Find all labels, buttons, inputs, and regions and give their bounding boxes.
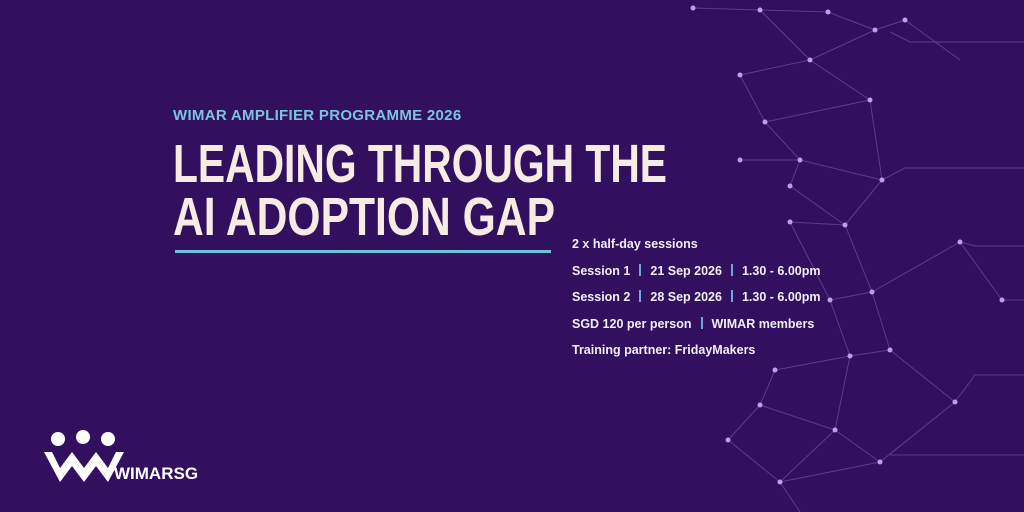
- detail-row: Session 1 21 Sep 2026 1.30 - 6.00pm: [572, 262, 820, 289]
- detail-item: 1.30 - 6.00pm: [741, 290, 821, 304]
- detail-item: 28 Sep 2026: [650, 290, 722, 304]
- detail-item: Session 1: [572, 263, 631, 278]
- detail-item: SGD 120 per person: [572, 316, 692, 331]
- detail-row: Training partner: FridayMakers: [572, 341, 820, 368]
- detail-row: 2 x half-day sessions: [572, 235, 820, 262]
- separator: [730, 290, 733, 302]
- detail-item: Session 2: [572, 290, 631, 304]
- detail-row: SGD 120 per person WIMAR members: [572, 315, 820, 342]
- detail-item: WIMAR members: [711, 316, 815, 331]
- detail-item: Training partner: FridayMakers: [572, 343, 756, 357]
- logo-text: WIMARSG: [114, 464, 199, 483]
- logo-icon: [44, 430, 124, 482]
- separator: [730, 263, 733, 276]
- kicker: WIMAR AMPLIFIER PROGRAMME 2026: [173, 107, 462, 124]
- details: 2 x half-day sessions Session 1 21 Sep 202…: [572, 235, 820, 368]
- title-underline: [175, 250, 551, 253]
- separator: [639, 263, 642, 276]
- title: LEADING THROUGH THE AI ADOPTION GAP: [173, 134, 667, 247]
- separator: [700, 316, 703, 329]
- detail-item: 21 Sep 2026: [650, 263, 722, 278]
- detail-item: 2 x half-day sessions: [572, 237, 698, 251]
- separator: [639, 290, 642, 302]
- title-line: AI ADOPTION GAP: [173, 187, 555, 247]
- title-line: LEADING THROUGH THE: [173, 134, 667, 194]
- detail-item: 1.30 - 6.00pm: [741, 263, 821, 278]
- detail-row: Session 2 28 Sep 2026 1.30 - 6.00pm: [572, 288, 820, 315]
